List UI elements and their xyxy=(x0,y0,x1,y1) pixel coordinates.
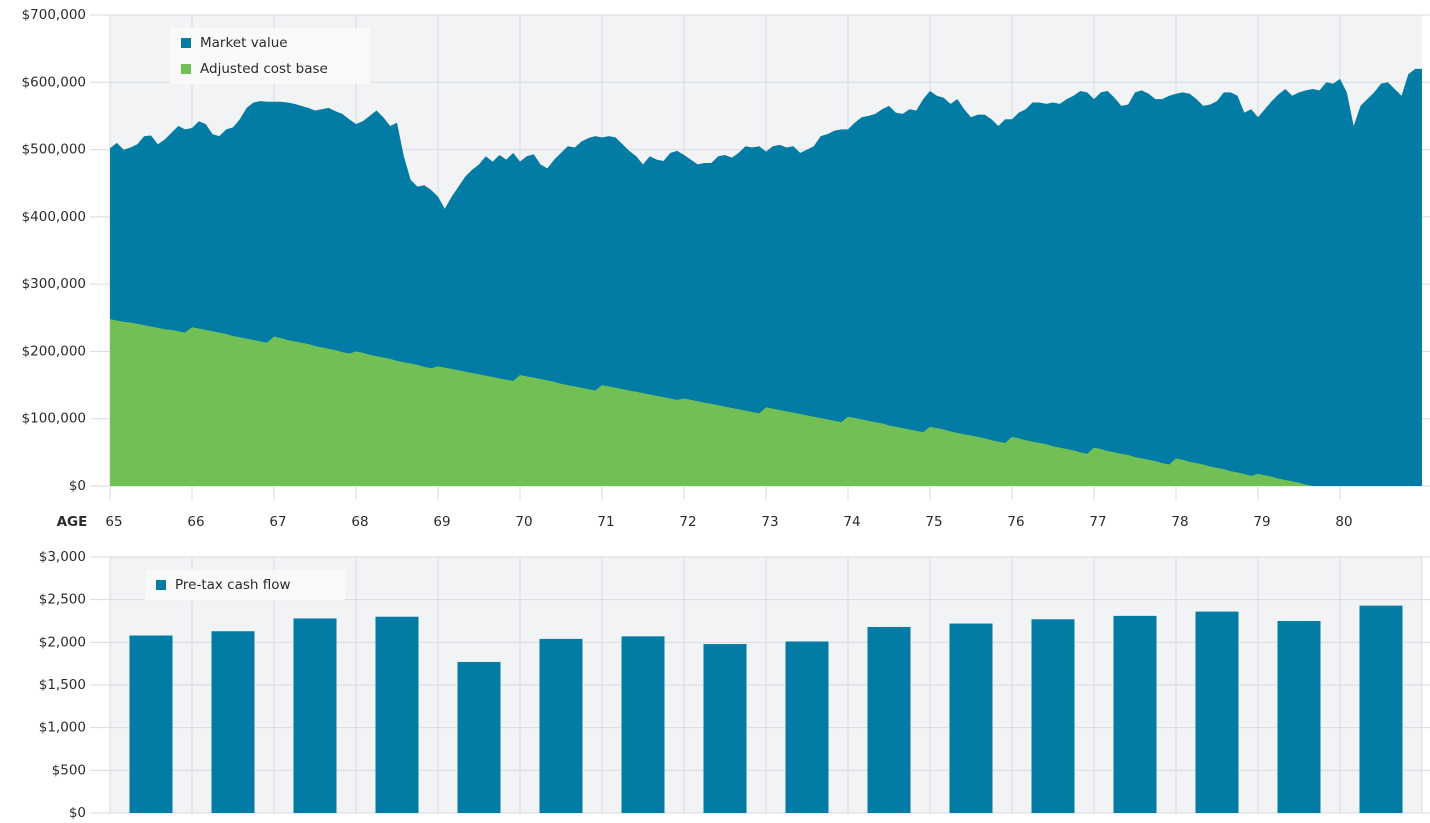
bar xyxy=(1031,619,1075,813)
bar xyxy=(621,636,665,813)
y-tick-label: $1,500 xyxy=(39,677,86,693)
x-tick-label: 67 xyxy=(269,514,286,530)
x-tick-label: 76 xyxy=(1007,514,1024,530)
y-tick-label: $0 xyxy=(69,478,86,494)
x-tick-label: 68 xyxy=(351,514,368,530)
y-tick-label: $300,000 xyxy=(22,276,86,292)
bar xyxy=(949,623,993,813)
bar xyxy=(1277,621,1321,813)
y-tick-label: $3,000 xyxy=(39,549,86,565)
y-tick-label: $700,000 xyxy=(22,7,86,23)
x-tick-label: 69 xyxy=(433,514,450,530)
bar xyxy=(785,641,829,813)
y-tick-label: $500,000 xyxy=(22,142,86,158)
bar xyxy=(457,661,501,813)
bar xyxy=(211,631,255,813)
x-tick-label: 73 xyxy=(761,514,778,530)
legend-swatch xyxy=(181,38,191,48)
x-tick-label: 77 xyxy=(1089,514,1106,530)
legend-label: Pre-tax cash flow xyxy=(175,577,291,593)
x-axis-label: AGE xyxy=(57,514,88,530)
x-tick-label: 65 xyxy=(105,514,122,530)
legend-box xyxy=(145,570,345,600)
x-tick-label: 72 xyxy=(679,514,696,530)
x-tick-label: 75 xyxy=(925,514,942,530)
bar xyxy=(703,644,747,813)
y-tick-label: $200,000 xyxy=(22,343,86,359)
x-tick-label: 70 xyxy=(515,514,532,530)
x-tick-label: 80 xyxy=(1335,514,1352,530)
bar xyxy=(375,616,419,813)
bar xyxy=(867,626,911,813)
y-tick-label: $100,000 xyxy=(22,411,86,427)
bar xyxy=(293,618,337,813)
legend-label: Market value xyxy=(200,35,288,51)
y-tick-label: $400,000 xyxy=(22,209,86,225)
legend-swatch xyxy=(181,64,191,74)
y-tick-label: $2,500 xyxy=(39,592,86,608)
y-tick-label: $600,000 xyxy=(22,74,86,90)
x-tick-label: 79 xyxy=(1253,514,1270,530)
bar xyxy=(539,638,583,813)
legend-box xyxy=(170,28,370,84)
x-tick-label: 78 xyxy=(1171,514,1188,530)
y-tick-label: $0 xyxy=(69,805,86,821)
x-tick-label: 66 xyxy=(187,514,204,530)
y-tick-label: $500 xyxy=(52,762,86,778)
bar xyxy=(1359,605,1403,813)
bar xyxy=(1113,615,1157,813)
x-tick-label: 74 xyxy=(843,514,860,530)
bar xyxy=(1195,611,1239,813)
legend-label: Adjusted cost base xyxy=(200,61,328,77)
y-tick-label: $2,000 xyxy=(39,634,86,650)
x-tick-label: 71 xyxy=(597,514,614,530)
legend-swatch xyxy=(156,580,166,590)
area xyxy=(110,319,1422,486)
bar xyxy=(129,635,173,813)
y-tick-label: $1,000 xyxy=(39,720,86,736)
